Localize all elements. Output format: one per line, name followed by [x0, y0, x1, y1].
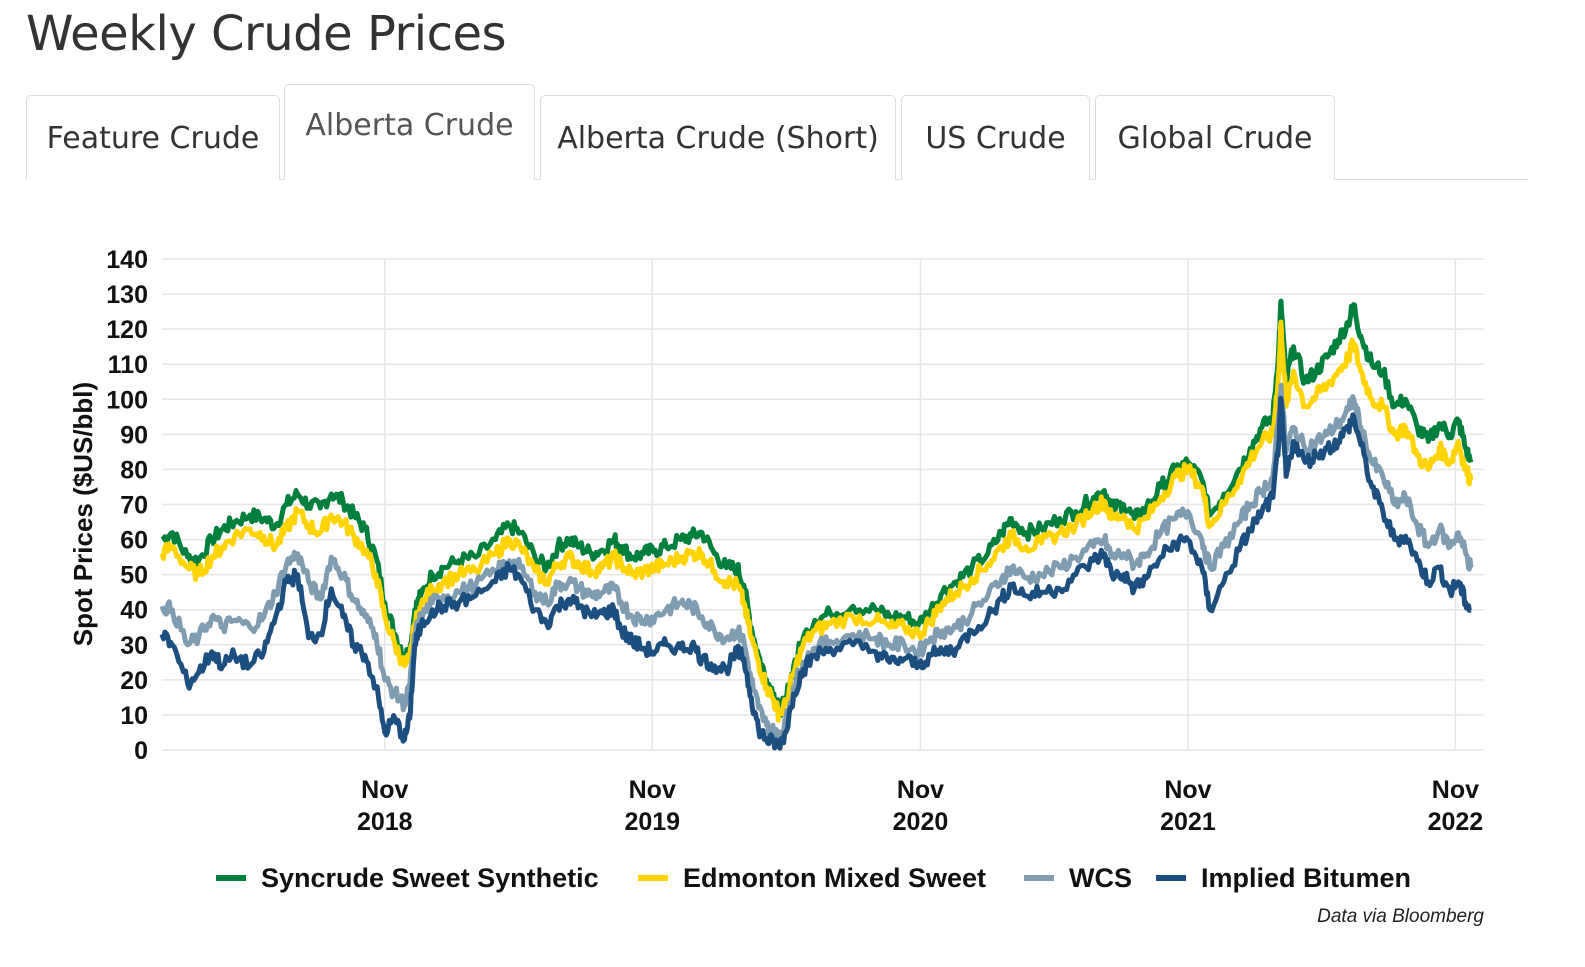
page-title: Weekly Crude Prices: [26, 6, 507, 62]
legend-label: Syncrude Sweet Synthetic: [261, 863, 599, 893]
x-tick-label: 2022: [1428, 808, 1484, 836]
y-axis-ticks: 0 10 20 30 40 50 60 70 80 90 100 110 120 130 140: [106, 246, 148, 765]
y-tick-label: 90: [120, 421, 148, 449]
x-tick-label: 2019: [624, 808, 680, 836]
y-axis-title: Spot Prices ($US/bbl): [68, 382, 98, 646]
y-tick-label: 110: [108, 351, 148, 379]
x-tick-label: Nov: [1164, 776, 1211, 804]
series-line-implied-bitumen: [159, 395, 1473, 751]
y-tick-label: 60: [120, 527, 148, 555]
x-tick-label: Nov: [629, 776, 676, 804]
y-tick-label: 100: [106, 386, 148, 414]
y-tick-label: 50: [120, 562, 148, 590]
data-source-caption: Data via Bloomberg: [1317, 906, 1484, 927]
x-tick-label: Nov: [1432, 776, 1479, 804]
crude-price-chart: 0 10 20 30 40 50 60 70 80 90 100 110 120 130 140 Nov 20…: [68, 246, 1484, 927]
x-tick-label: 2021: [1160, 808, 1216, 836]
legend: Syncrude Sweet Synthetic Edmonton Mixed S…: [216, 863, 1411, 893]
series-line-edmonton-mixed-sweet: [159, 319, 1474, 723]
x-axis-ticks: Nov 2018 Nov 2019 Nov 2020 Nov 2021 Nov 2022: [357, 776, 1483, 836]
tab-us-crude[interactable]: US Crude: [901, 95, 1090, 180]
chart-container: 0 10 20 30 40 50 60 70 80 90 100 110 120 130 140 Nov 20…: [0, 200, 1585, 967]
x-tick-label: 2018: [357, 808, 413, 836]
y-tick-label: 30: [120, 632, 148, 660]
tab-alberta-crude[interactable]: Alberta Crude: [284, 84, 535, 180]
tab-feature-crude[interactable]: Feature Crude: [26, 95, 280, 180]
series-lines: [159, 298, 1474, 751]
y-tick-label: 130: [106, 281, 148, 309]
x-tick-label: Nov: [361, 776, 408, 804]
legend-label: Edmonton Mixed Sweet: [683, 863, 986, 893]
x-tick-label: Nov: [897, 776, 944, 804]
y-tick-label: 70: [120, 492, 148, 520]
tab-alberta-crude-short[interactable]: Alberta Crude (Short): [540, 95, 896, 180]
tab-global-crude[interactable]: Global Crude: [1095, 95, 1335, 180]
x-tick-label: 2020: [893, 808, 949, 836]
legend-label: Implied Bitumen: [1201, 863, 1411, 893]
tab-bar: Feature Crude Alberta Crude Alberta Crud…: [26, 84, 1528, 180]
y-tick-label: 140: [106, 246, 148, 274]
y-tick-label: 40: [120, 597, 148, 625]
y-tick-label: 120: [106, 316, 148, 344]
grid-lines: [162, 258, 1484, 751]
y-tick-label: 0: [134, 737, 148, 765]
y-tick-label: 20: [120, 667, 148, 695]
series-line-wcs: [159, 382, 1474, 744]
y-tick-label: 10: [120, 702, 148, 730]
legend-label: WCS: [1069, 863, 1132, 893]
y-tick-label: 80: [120, 456, 148, 484]
